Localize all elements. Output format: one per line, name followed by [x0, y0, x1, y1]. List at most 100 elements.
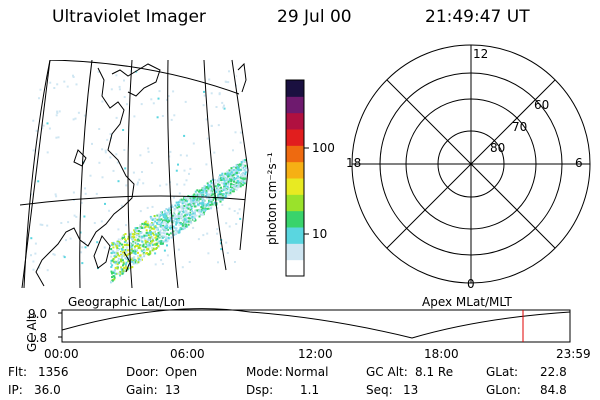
aurora-pixel: [223, 187, 226, 190]
aurora-pixel: [91, 142, 93, 145]
aurora-pixel: [159, 241, 162, 244]
aurora-pixel: [232, 149, 234, 152]
aurora-pixel: [142, 252, 145, 255]
aurora-pixel: [152, 233, 155, 236]
aurora-pixel: [210, 125, 213, 127]
aurora-pixel: [171, 214, 174, 217]
aurora-pixel: [179, 199, 182, 202]
aurora-pixel: [162, 240, 165, 243]
aurora-pixel: [158, 222, 161, 225]
aurora-pixel: [210, 194, 213, 197]
aurora-pixel: [239, 185, 242, 188]
aurora-pixel: [238, 183, 241, 186]
aurora-pixel: [241, 159, 244, 162]
aurora-pixel: [201, 207, 204, 210]
aurora-pixel: [226, 177, 228, 180]
aurora-pixel: [169, 227, 171, 230]
aurora-pixel: [155, 228, 158, 231]
aurora-pixel: [32, 260, 35, 263]
aurora-pixel: [172, 220, 175, 222]
mode-value: Normal: [285, 365, 329, 379]
aurora-pixel: [178, 211, 181, 214]
aurora-pixel: [231, 176, 234, 179]
aurora-pixel: [213, 201, 216, 204]
aurora-pixel: [56, 110, 59, 113]
aurora-pixel: [152, 247, 155, 250]
aurora-pixel: [213, 183, 216, 186]
aurora-pixel: [123, 149, 126, 151]
aurora-pixel: [228, 207, 231, 210]
aurora-pixel: [72, 191, 75, 194]
aurora-pixel: [184, 223, 187, 226]
coastline-main: [35, 67, 135, 287]
aurora-pixel: [164, 239, 167, 242]
aurora-pixel: [165, 212, 168, 215]
aurora-pixel: [115, 242, 118, 245]
aurora-pixel: [239, 180, 242, 183]
aurora-pixel: [186, 217, 189, 220]
aurora-pixel: [192, 194, 195, 197]
aurora-pixel: [219, 193, 222, 195]
aurora-pixel: [168, 211, 171, 214]
aurora-pixel: [175, 218, 178, 221]
aurora-pixel: [162, 216, 165, 219]
aurora-pixel: [165, 235, 168, 238]
aurora-pixel: [244, 165, 247, 168]
aurora-pixel: [219, 200, 222, 203]
aurora-pixel: [81, 246, 84, 249]
aurora-pixel: [138, 260, 141, 263]
aurora-pixel: [169, 225, 172, 227]
aurora-pixel: [225, 188, 227, 191]
aurora-pixel: [139, 247, 142, 250]
aurora-pixel: [168, 217, 171, 220]
aurora-pixel: [147, 238, 150, 241]
aurora-pixel: [140, 239, 143, 242]
aurora-pixel: [121, 251, 124, 254]
aurora-pixel: [116, 267, 119, 270]
aurora-pixel: [242, 169, 245, 172]
aurora-pixel: [39, 223, 42, 226]
aurora-pixel: [192, 212, 195, 215]
aurora-pixel: [239, 217, 242, 220]
aurora-pixel: [187, 212, 190, 215]
aurora-pixel: [235, 188, 238, 191]
aurora-pixel: [147, 246, 150, 249]
aurora-pixel: [202, 191, 205, 194]
altitude-frame: [61, 309, 571, 343]
aurora-pixel: [80, 251, 83, 254]
aurora-pixel: [120, 238, 123, 241]
door-value: Open: [165, 365, 198, 379]
aurora-pixel: [111, 259, 114, 262]
aurora-pixel: [229, 173, 232, 176]
aurora-pixel: [145, 234, 148, 237]
aurora-pixel: [158, 216, 161, 219]
aurora-pixel: [172, 213, 175, 216]
aurora-pixel: [195, 214, 198, 217]
aurora-pixel: [214, 181, 217, 184]
aurora-pixel: [151, 222, 154, 224]
aurora-pixel: [54, 193, 57, 196]
aurora-pixel: [117, 238, 120, 241]
aurora-pixel: [184, 214, 187, 217]
aurora-pixel: [139, 227, 142, 230]
aurora-pixel: [207, 186, 209, 188]
aurora-pixel: [212, 193, 214, 196]
aurora-pixel: [133, 115, 136, 118]
aurora-pixel: [234, 187, 237, 190]
aurora-pixel: [72, 118, 75, 121]
colorbar-segment: [286, 178, 304, 195]
aurora-pixel: [186, 199, 189, 202]
aurora-pixel: [238, 185, 241, 188]
door-label: Door:: [126, 365, 159, 379]
aurora-pixel: [196, 189, 199, 192]
aurora-pixel: [120, 267, 123, 270]
aurora-pixel: [238, 208, 241, 211]
aurora-pixel: [225, 241, 228, 244]
aurora-pixel: [119, 242, 122, 245]
aurora-pixel: [182, 211, 185, 214]
aurora-pixel: [159, 184, 162, 187]
aurora-pixel: [192, 201, 195, 204]
aurora-pixel: [165, 219, 168, 222]
aurora-pixel: [183, 197, 186, 199]
aurora-pixel: [223, 182, 226, 185]
